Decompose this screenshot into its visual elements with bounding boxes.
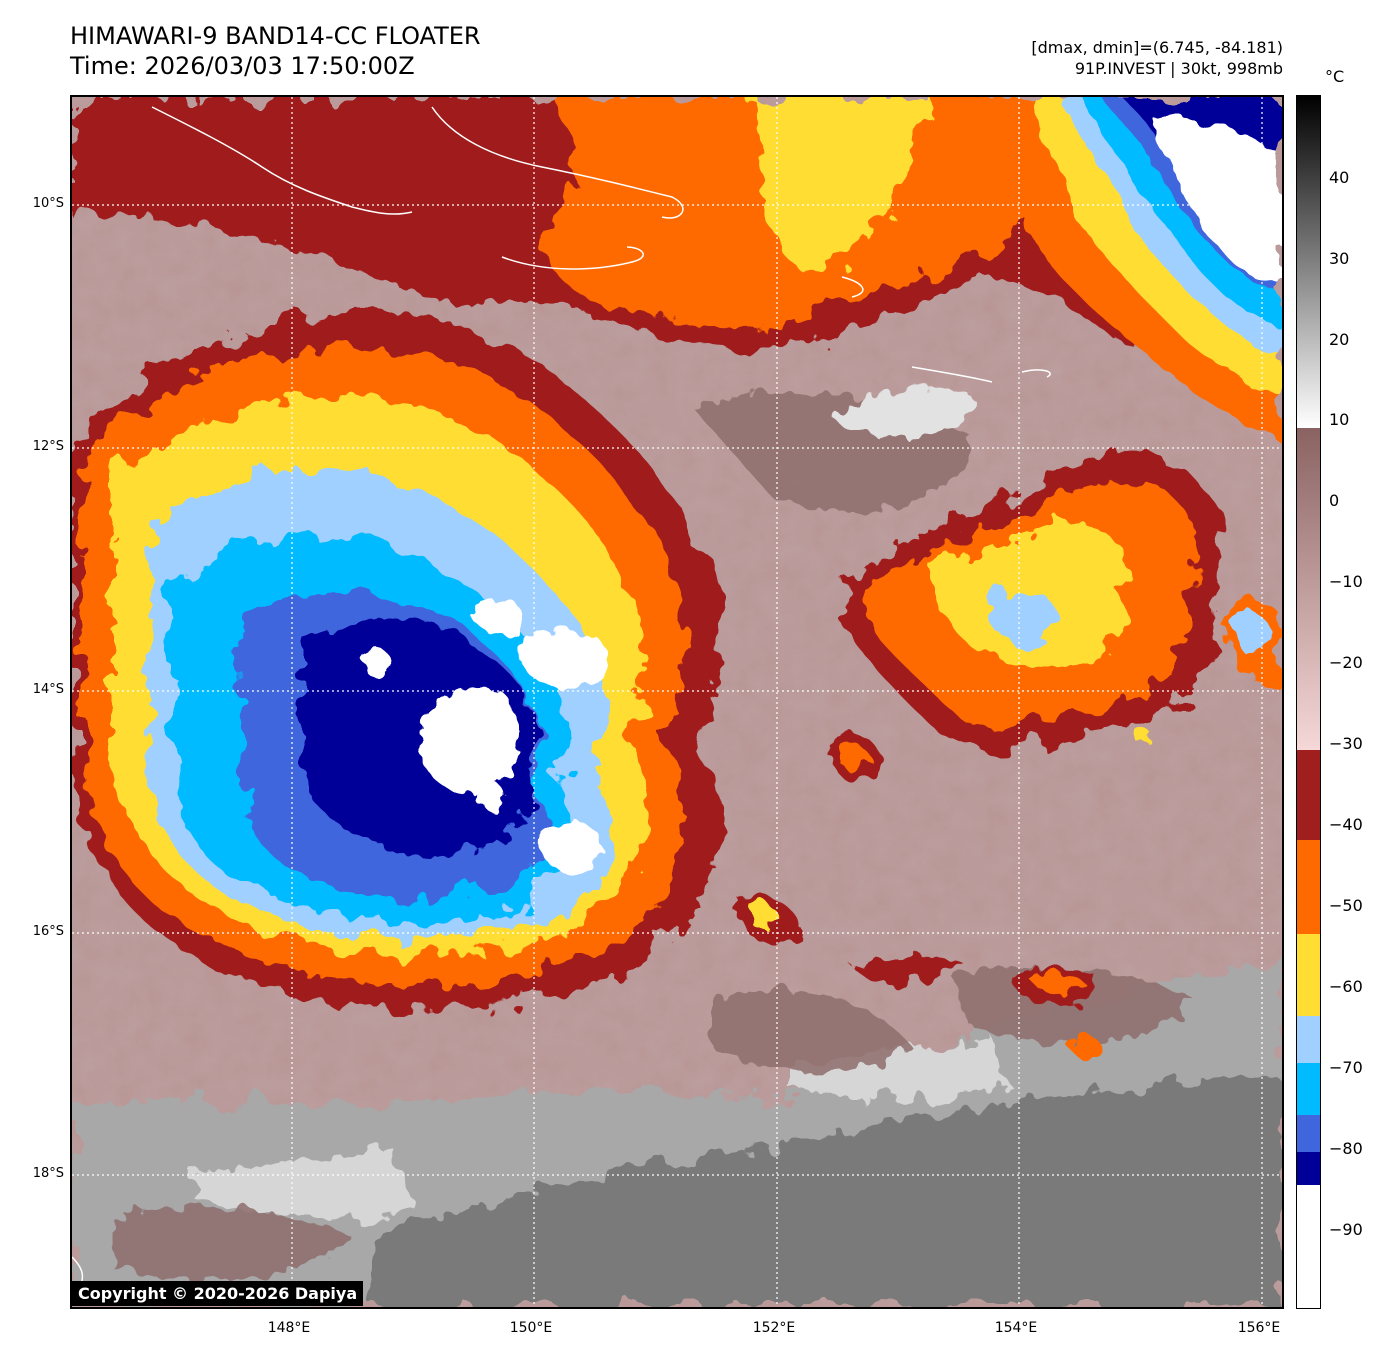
colorbar-tick-30: 30 [1329, 249, 1350, 268]
colorbar-tick-minus90: −90 [1329, 1220, 1363, 1239]
colorbar-mauve-gradient [1297, 428, 1320, 750]
copyright-label: Copyright © 2020-2026 Dapiya [72, 1281, 364, 1306]
colorbar-band-blue [1297, 1115, 1320, 1152]
temperature-colorbar [1296, 95, 1321, 1309]
colorbar-band-orange [1297, 840, 1320, 934]
storm-info: 91P.INVEST | 30kt, 998mb [1074, 59, 1283, 78]
lon-label-148e: 148°E [267, 1320, 311, 1336]
title-line-1: HIMAWARI-9 BAND14-CC FLOATER [70, 22, 481, 50]
colorbar-unit: °C [1325, 67, 1345, 86]
colorbar-tick-minus40: −40 [1329, 815, 1363, 834]
colorbar-tick-0: 0 [1329, 491, 1340, 510]
satellite-imagery [72, 97, 1282, 1307]
colorbar-tick-minus50: −50 [1329, 896, 1363, 915]
lat-label-18s: 18°S [32, 1166, 64, 1181]
colorbar-tick-10: 10 [1329, 410, 1350, 429]
satellite-image-map [70, 95, 1284, 1309]
lat-label-14s: 14°S [32, 682, 64, 697]
colorbar-tick-minus60: −60 [1329, 977, 1363, 996]
colorbar-warm-gradient [1297, 96, 1320, 428]
lon-label-152e: 152°E [752, 1320, 796, 1336]
colorbar-tick-minus80: −80 [1329, 1139, 1363, 1158]
colorbar-tick-40: 40 [1329, 168, 1350, 187]
colorbar-band-cyan [1297, 1063, 1320, 1115]
colorbar-tick-minus20: −20 [1329, 653, 1363, 672]
lon-label-150e: 150°E [509, 1320, 553, 1336]
colorbar-tick-minus70: −70 [1329, 1058, 1363, 1077]
colorbar-band-navy [1297, 1152, 1320, 1185]
lon-label-156e: 156°E [1237, 1320, 1281, 1336]
dmax-dmin-info: [dmax, dmin]=(6.745, -84.181) [1031, 38, 1283, 57]
colorbar-band-lightblue [1297, 1016, 1320, 1063]
lat-label-16s: 16°S [32, 924, 64, 939]
lat-label-12s: 12°S [32, 439, 64, 454]
colorbar-band-white [1297, 1185, 1320, 1308]
colorbar-tick-minus30: −30 [1329, 734, 1363, 753]
lon-label-154e: 154°E [994, 1320, 1038, 1336]
colorbar-band-darkred [1297, 750, 1320, 840]
colorbar-tick-20: 20 [1329, 330, 1350, 349]
title-line-2: Time: 2026/03/03 17:50:00Z [70, 52, 415, 80]
colorbar-band-yellow [1297, 934, 1320, 1016]
colorbar-tick-minus10: −10 [1329, 572, 1363, 591]
graticule [72, 97, 1282, 1307]
lat-label-10s: 10°S [32, 196, 64, 211]
